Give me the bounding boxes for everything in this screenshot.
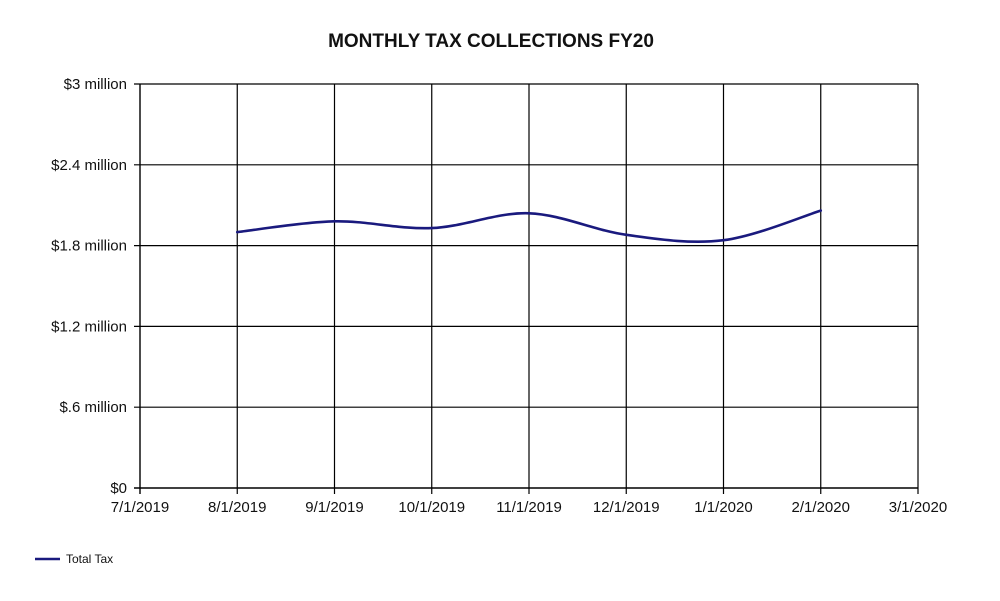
x-tick-label: 9/1/2019 <box>305 499 363 516</box>
axis-layer: $0 $.6 million $1.2 million $1.8 million $2.… <box>51 76 947 516</box>
data-point <box>527 212 531 215</box>
chart-title: MONTHLY TAX COLLECTIONS FY20 <box>328 31 654 52</box>
legend: Total Tax <box>35 552 113 566</box>
y-tick-label: $3 million <box>64 76 127 93</box>
y-tick-label: $2.4 million <box>51 157 127 174</box>
x-tick-label: 12/1/2019 <box>593 499 660 516</box>
x-tick-label: 1/1/2020 <box>694 499 752 516</box>
y-tick-label: $.6 million <box>59 399 127 416</box>
data-point <box>722 239 725 242</box>
y-tick-label: $1.2 million <box>51 318 127 335</box>
x-tick-label: 10/1/2019 <box>398 499 465 516</box>
data-point <box>333 220 336 223</box>
grid-layer <box>134 83 919 494</box>
data-point <box>625 233 628 237</box>
data-point <box>819 209 822 212</box>
y-tick-label: $1.8 million <box>51 238 127 255</box>
y-tick-label: $0 <box>110 480 127 497</box>
x-tick-label: 3/1/2020 <box>889 499 947 516</box>
x-tick-label: 7/1/2019 <box>111 499 169 516</box>
data-point <box>430 226 433 230</box>
series-layer <box>235 209 823 243</box>
x-tick-label: 11/1/2019 <box>496 499 562 516</box>
x-tick-label: 8/1/2019 <box>208 499 266 516</box>
data-point <box>236 230 239 234</box>
legend-label: Total Tax <box>66 552 113 566</box>
x-tick-label: 2/1/2020 <box>792 499 850 516</box>
